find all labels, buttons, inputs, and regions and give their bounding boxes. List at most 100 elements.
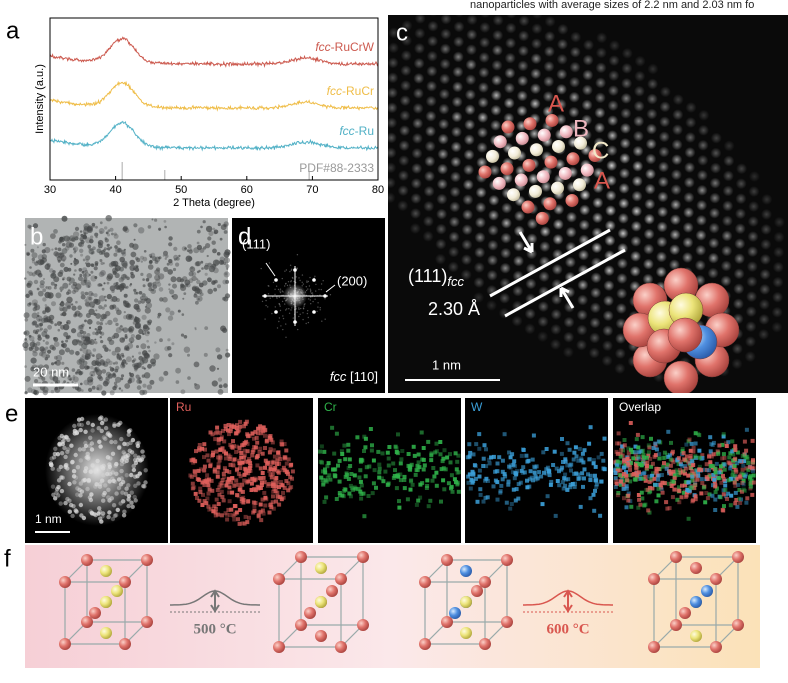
atom-column [709,192,721,204]
eds-pixel [740,453,745,458]
tem-particle [158,287,164,292]
tem-particle [74,310,81,317]
atom-column [621,47,633,59]
particle-atom [143,480,148,485]
tem-particle [172,283,177,289]
atom-column [503,97,515,109]
tem-particle [150,288,156,295]
atom-column [607,100,619,112]
model-atom [544,155,558,169]
eds-pixel [449,486,453,491]
xrd-curve [49,36,379,69]
tem-particle [120,324,123,328]
tem-particle [46,262,49,266]
eds-pixel [438,440,443,444]
atom-column [592,212,603,224]
eds-pixel [206,458,211,463]
eds-pixel [250,432,255,436]
tem-particle [23,312,30,319]
particle-atom [119,458,125,463]
tem-particle [87,244,92,249]
tem-particle [84,319,87,323]
tem-particle [171,342,175,346]
eds-pixel [649,478,654,483]
eds-pixel [426,504,431,509]
tem-particle [128,372,132,375]
tem-particle [99,221,103,225]
atom-column [439,58,451,70]
tem-particle [90,374,93,377]
eds-pixel [393,444,398,449]
atom-column [461,224,473,236]
eds-pixel [750,466,754,471]
atom-column [530,53,542,65]
map-label: Overlap [619,400,661,414]
tem-particle [33,390,38,395]
tem-particle [187,353,190,357]
atom-column [531,15,543,20]
eds-pixel [455,470,460,475]
tem-particle [27,224,32,229]
tem-particle [114,361,118,365]
tem-particle [39,259,45,265]
eds-pixel [275,495,280,500]
atom-column [543,46,555,57]
tem-particle [146,339,149,343]
eds-pixel [582,476,586,481]
tem-particle [217,222,221,227]
fft-noise [316,310,318,313]
tem-particle [28,302,32,306]
model-atom [486,149,499,163]
eds-pixel [322,449,327,454]
atom [295,619,307,631]
tem-particle [113,233,119,239]
eds-pixel [228,462,233,467]
tem-particle [106,281,110,285]
tem-particle [101,287,105,291]
tem-particle [138,291,143,295]
particle-atom [130,504,135,509]
particle-atom [126,503,131,509]
tem-particle [71,283,77,290]
eds-pixel [687,460,692,465]
eds-pixel [355,435,360,440]
atom-column [659,116,671,128]
tem-particle [90,270,94,274]
particle-atom [66,447,71,452]
particle-atom [94,482,99,487]
atom-column [426,50,438,62]
eds-pixel [394,486,399,491]
atom-column [609,40,620,52]
eds-pixel [205,496,210,501]
tem-particle [121,359,127,364]
particle-atom [133,474,138,479]
atom-column [453,36,465,48]
atom-column [747,246,759,258]
tem-particle [224,272,228,276]
tem-particle [53,251,59,257]
eds-pixel [613,476,618,481]
eds-pixel [587,441,592,446]
fft-spot [323,294,327,298]
eds-pixel [402,486,407,491]
tem-particle [89,238,94,244]
eds-pixel [620,444,625,449]
atom-column [437,133,449,145]
eds-pixel [638,477,643,481]
atom-column [413,57,425,69]
eds-pixel [320,477,325,482]
atom-column [601,355,613,367]
tem-particle [119,266,124,272]
eds-pixel [434,470,439,475]
atom-column [475,187,487,198]
eds-pixel [686,473,691,478]
tem-particle [149,259,153,264]
tem-particle [151,218,154,221]
particle-atom [114,471,119,476]
tem-particle [72,281,78,287]
fft-noise [301,274,304,276]
atom [479,638,491,650]
atom-column [465,44,477,56]
tem-particle [84,299,88,302]
tem-particle [59,307,63,312]
